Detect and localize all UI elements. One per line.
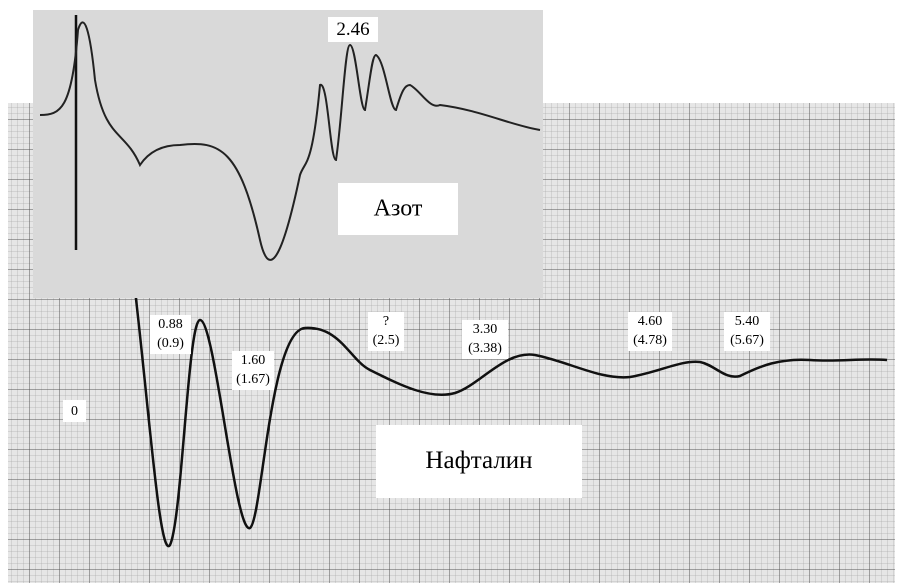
- annotation: (2.5): [373, 333, 400, 348]
- inset-label: Азот: [374, 196, 423, 222]
- annotation: 0.88: [158, 317, 183, 332]
- inset-photo: [33, 10, 543, 298]
- annotation: (3.38): [468, 341, 502, 356]
- main-label: Нафталин: [425, 447, 532, 474]
- annotation: 5.40: [735, 314, 760, 329]
- annotation: 1.60: [241, 353, 266, 368]
- peak-label: 2.46: [336, 19, 369, 40]
- annotation: ?: [383, 314, 389, 329]
- annotation: 4.60: [638, 314, 663, 329]
- annotation: (4.78): [633, 333, 667, 348]
- annotation: 3.30: [473, 322, 498, 337]
- annotation: (0.9): [157, 336, 184, 351]
- annotation: (5.67): [730, 333, 764, 348]
- origin-label: 0: [71, 404, 78, 419]
- annotation: (1.67): [236, 372, 270, 387]
- figure: 2.46 Азот Нафталин 0 0.88 (0.9) 1.60 (1.67)? (2.…: [0, 0, 905, 583]
